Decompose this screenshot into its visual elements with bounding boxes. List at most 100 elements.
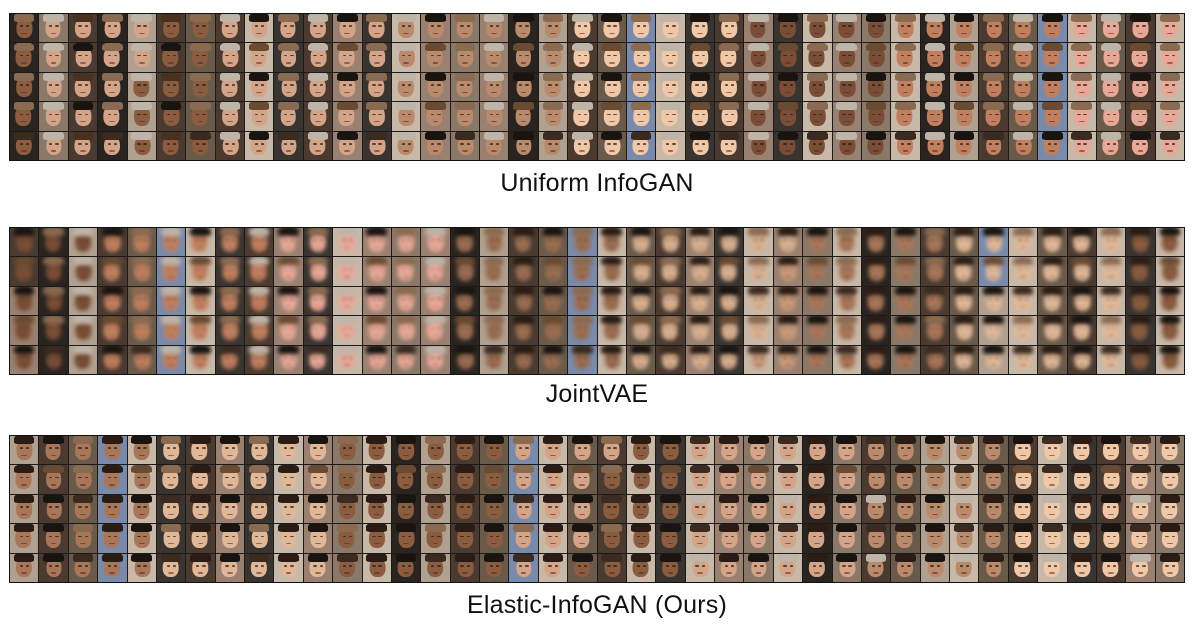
face-thumbnail — [68, 494, 98, 524]
face-thumbnail — [1067, 553, 1096, 582]
face-thumbnail — [450, 43, 479, 72]
face-thumbnail — [39, 286, 68, 316]
face-thumbnail — [950, 72, 979, 102]
face-thumbnail — [1126, 345, 1155, 374]
face-thumbnail — [979, 257, 1008, 286]
face-thumbnail — [509, 553, 538, 582]
face-thumbnail — [626, 553, 656, 582]
face-thumbnail — [127, 553, 156, 582]
face-thumbnail — [744, 72, 773, 102]
face-thumbnail — [156, 465, 186, 494]
face-thumbnail — [685, 72, 714, 102]
face-thumbnail — [597, 524, 626, 553]
face-thumbnail — [950, 436, 979, 465]
face-thumbnail — [891, 257, 920, 286]
face-thumbnail — [1038, 43, 1067, 72]
face-thumbnail — [538, 14, 568, 43]
face-thumbnail — [1008, 286, 1038, 316]
face-thumbnail — [450, 228, 479, 257]
face-thumbnail — [744, 553, 773, 582]
face-thumbnail — [245, 436, 274, 465]
face-thumbnail — [1008, 72, 1038, 102]
face-thumbnail — [597, 286, 626, 316]
face-thumbnail — [127, 316, 156, 345]
face-thumbnail — [891, 524, 920, 553]
face-thumbnail — [391, 286, 421, 316]
face-thumbnail — [480, 131, 509, 160]
face-thumbnail — [10, 553, 39, 582]
face-thumbnail — [274, 553, 303, 582]
face-thumbnail — [597, 43, 626, 72]
face-thumbnail — [450, 494, 479, 524]
face-thumbnail — [891, 494, 920, 524]
face-thumbnail — [98, 43, 127, 72]
face-thumbnail — [597, 436, 626, 465]
face-thumbnail — [245, 228, 274, 257]
face-thumbnail — [1067, 102, 1096, 131]
face-thumbnail — [1038, 316, 1067, 345]
face-thumbnail — [685, 228, 714, 257]
face-thumbnail — [509, 14, 538, 43]
face-thumbnail — [303, 257, 333, 286]
face-thumbnail — [1155, 72, 1184, 102]
face-thumbnail — [568, 494, 597, 524]
face-thumbnail — [626, 436, 656, 465]
face-thumbnail — [156, 345, 186, 374]
face-thumbnail — [920, 494, 949, 524]
face-thumbnail — [1038, 14, 1067, 43]
face-thumbnail — [391, 524, 421, 553]
face-thumbnail — [333, 465, 362, 494]
face-thumbnail — [715, 43, 744, 72]
face-thumbnail — [362, 228, 391, 257]
face-thumbnail — [979, 524, 1008, 553]
face-thumbnail — [10, 524, 39, 553]
face-thumbnail — [480, 228, 509, 257]
face-thumbnail — [715, 494, 744, 524]
face-thumbnail — [68, 286, 98, 316]
face-thumbnail — [245, 72, 274, 102]
face-thumbnail — [538, 43, 568, 72]
face-thumbnail — [803, 102, 832, 131]
face-thumbnail — [1067, 257, 1096, 286]
face-thumbnail — [1067, 228, 1096, 257]
face-thumbnail — [597, 257, 626, 286]
face-thumbnail — [127, 436, 156, 465]
face-thumbnail — [509, 257, 538, 286]
face-thumbnail — [450, 14, 479, 43]
face-thumbnail — [803, 524, 832, 553]
face-thumbnail — [333, 345, 362, 374]
face-thumbnail — [303, 345, 333, 374]
face-thumbnail — [832, 72, 861, 102]
face-thumbnail — [274, 72, 303, 102]
face-thumbnail — [421, 131, 450, 160]
face-thumbnail — [68, 14, 98, 43]
face-grid-elastic-infogan — [9, 435, 1185, 583]
face-thumbnail — [480, 286, 509, 316]
face-thumbnail — [773, 131, 803, 160]
face-thumbnail — [303, 524, 333, 553]
face-thumbnail — [656, 494, 685, 524]
face-thumbnail — [773, 524, 803, 553]
face-thumbnail — [832, 553, 861, 582]
face-thumbnail — [274, 524, 303, 553]
face-thumbnail — [362, 72, 391, 102]
face-thumbnail — [891, 131, 920, 160]
face-thumbnail — [920, 257, 949, 286]
face-thumbnail — [303, 72, 333, 102]
face-thumbnail — [1155, 436, 1184, 465]
face-thumbnail — [480, 436, 509, 465]
face-thumbnail — [450, 257, 479, 286]
face-thumbnail — [626, 494, 656, 524]
face-thumbnail — [979, 465, 1008, 494]
face-thumbnail — [861, 286, 891, 316]
face-thumbnail — [744, 286, 773, 316]
face-thumbnail — [773, 436, 803, 465]
face-thumbnail — [245, 102, 274, 131]
face-thumbnail — [568, 228, 597, 257]
face-thumbnail — [626, 72, 656, 102]
face-thumbnail — [450, 316, 479, 345]
face-thumbnail — [68, 43, 98, 72]
face-thumbnail — [626, 286, 656, 316]
face-thumbnail — [715, 257, 744, 286]
face-thumbnail — [568, 345, 597, 374]
